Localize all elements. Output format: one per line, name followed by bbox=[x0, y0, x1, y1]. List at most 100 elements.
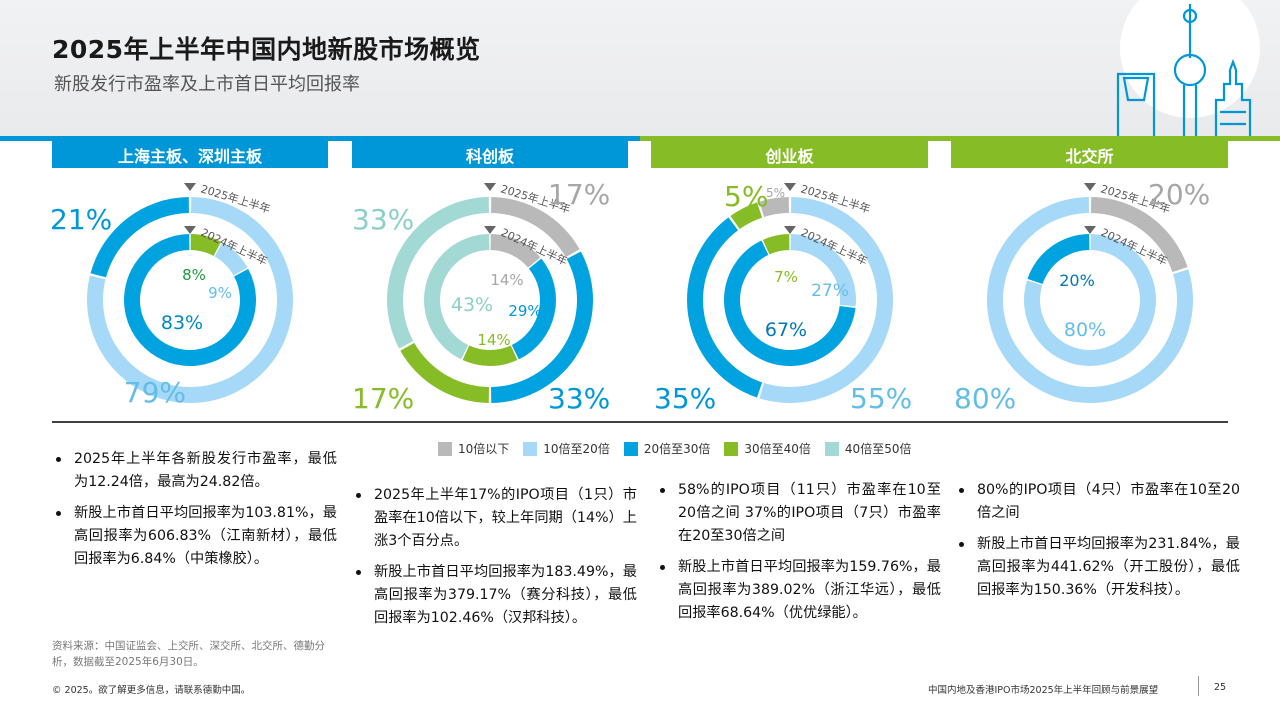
chart-baseline bbox=[52, 421, 1228, 423]
notes-bse: 80%的IPO项目（4只）市盈率在10至20倍之间 新股上市首日平均回报率为23… bbox=[955, 479, 1240, 610]
inner-ring-segment bbox=[762, 234, 790, 255]
outer-ring-segment bbox=[90, 197, 189, 278]
legend-item: 10倍以下 bbox=[438, 440, 509, 457]
tab-chinext: 创业板 bbox=[651, 141, 928, 168]
legend-item: 30倍至40倍 bbox=[724, 440, 811, 457]
section-line-green bbox=[640, 136, 1280, 141]
inner-ring-segment bbox=[490, 234, 541, 268]
outer-ring-segment bbox=[491, 251, 593, 403]
legend-item: 40倍至50倍 bbox=[824, 440, 912, 457]
page-subtitle: 新股发行市盈率及上市首日平均回报率 bbox=[54, 74, 360, 95]
note-item: 新股上市首日平均回报率为103.81%，最高回报率为606.83%（江南新材），… bbox=[56, 502, 337, 571]
notes-chinext: 58%的IPO项目（11只）市盈率在10至20倍之间 37%的IPO项目（7只）… bbox=[656, 479, 941, 633]
outer-data-label: 17% bbox=[352, 382, 414, 415]
outer-ring-segment bbox=[1091, 197, 1188, 273]
outer-data-label: 79% bbox=[124, 376, 186, 409]
tab-label: 科创板 bbox=[465, 146, 514, 166]
legend-swatch bbox=[623, 441, 638, 456]
note-item: 新股上市首日平均回报率为159.76%，最高回报率为389.02%（浙江华远），… bbox=[660, 556, 941, 625]
page-number: 25 bbox=[1214, 682, 1227, 693]
inner-data-label: 27% bbox=[811, 281, 849, 301]
outer-data-label: 55% bbox=[850, 382, 912, 415]
outer-ring-segment bbox=[400, 342, 489, 403]
outer-data-label: 17% bbox=[548, 178, 610, 211]
city-skyline-icon bbox=[1116, 0, 1260, 136]
note-item: 2025年上半年17%的IPO项目（1只）市盈率在10倍以下，较上年同期（14%… bbox=[356, 484, 637, 553]
section-line-blue bbox=[0, 136, 640, 141]
marker-triangle-icon bbox=[184, 183, 196, 191]
header-background bbox=[0, 0, 1280, 136]
note-item: 新股上市首日平均回报率为183.49%，最高回报率为379.17%（赛分科技），… bbox=[356, 561, 637, 630]
tab-star-market: 科创板 bbox=[352, 141, 628, 168]
inner-data-label: 8% bbox=[182, 266, 206, 284]
marker-triangle-icon bbox=[784, 226, 796, 234]
inner-ring-segment bbox=[790, 234, 856, 307]
chart-legend: 10倍以下 10倍至20倍 20倍至30倍 30倍至40倍 40倍至50倍 bbox=[438, 440, 911, 457]
legend-label: 10倍以下 bbox=[458, 442, 510, 456]
outer-data-label: 33% bbox=[352, 203, 414, 236]
outer-ring-segment bbox=[759, 197, 789, 217]
page-title: 2025年上半年中国内地新股市场概览 bbox=[52, 35, 481, 64]
inner-data-label: 83% bbox=[161, 312, 203, 334]
legend-swatch bbox=[824, 441, 839, 456]
outer-ring-segment bbox=[730, 202, 763, 230]
legend-swatch bbox=[724, 441, 739, 456]
footer-copyright: © 2025。欲了解更多信息，请联系德勤中国。 bbox=[52, 685, 251, 696]
legend-item: 20倍至30倍 bbox=[623, 440, 711, 457]
inner-data-label: 14% bbox=[477, 331, 510, 349]
legend-swatch bbox=[438, 441, 452, 456]
inner-data-label: 20% bbox=[1059, 271, 1095, 290]
inner-ring-segment bbox=[462, 345, 518, 366]
inner-ring-segment bbox=[511, 258, 556, 360]
marker-triangle-icon bbox=[1084, 226, 1096, 234]
marker-triangle-icon bbox=[484, 183, 496, 191]
outer-data-label: 33% bbox=[548, 382, 610, 415]
marker-triangle-icon bbox=[484, 226, 496, 234]
legend-label: 30倍至40倍 bbox=[744, 442, 811, 456]
legend-item: 10倍至20倍 bbox=[523, 440, 610, 457]
legend-label: 20倍至30倍 bbox=[643, 442, 711, 456]
inner-data-label: 9% bbox=[208, 284, 232, 302]
inner-data-label: 67% bbox=[765, 319, 807, 341]
outer-ring-segment bbox=[387, 197, 489, 349]
inner-ring-segment bbox=[214, 242, 248, 276]
inner-ring-segment bbox=[1027, 234, 1090, 284]
inner-data-label: 14% bbox=[490, 271, 523, 289]
marker-triangle-icon bbox=[1084, 183, 1096, 191]
marker-triangle-icon bbox=[184, 226, 196, 234]
tab-label: 创业板 bbox=[765, 146, 814, 166]
outer-data-label: 20% bbox=[1148, 178, 1210, 211]
inner-ring-segment bbox=[190, 234, 222, 256]
inner-data-label: 29% bbox=[508, 302, 541, 320]
tab-label: 上海主板、深圳主板 bbox=[117, 146, 262, 166]
outer-ring-segment bbox=[491, 197, 580, 258]
outer-data-label: 80% bbox=[954, 382, 1016, 415]
note-item: 新股上市首日平均回报率为231.84%，最高回报率为441.62%（开工股份），… bbox=[959, 533, 1240, 602]
tab-label: 北交所 bbox=[1065, 146, 1114, 166]
notes-star-market: 2025年上半年17%的IPO项目（1只）市盈率在10倍以下，较上年同期（14%… bbox=[352, 484, 637, 638]
outer-data-label: 5% bbox=[724, 180, 768, 213]
inner-data-label: 80% bbox=[1064, 319, 1106, 341]
note-item: 58%的IPO项目（11只）市盈率在10至20倍之间 37%的IPO项目（7只）… bbox=[660, 479, 941, 548]
outer-ring-segment bbox=[687, 217, 763, 398]
inner-data-label: 43% bbox=[451, 294, 493, 316]
legend-label: 40倍至50倍 bbox=[844, 442, 912, 456]
note-item: 80%的IPO项目（4只）市盈率在10至20倍之间 bbox=[959, 479, 1240, 525]
notes-main-board: 2025年上半年各新股发行市盈率，最低为12.24倍，最高为24.82倍。 新股… bbox=[52, 448, 337, 579]
legend-swatch bbox=[523, 441, 538, 456]
tab-main-board: 上海主板、深圳主板 bbox=[52, 141, 328, 168]
outer-data-label: 5% bbox=[766, 186, 785, 200]
source-note: 资料来源：中国证监会、上交所、深交所、北交所、德勤分析，数据截至2025年6月3… bbox=[52, 640, 325, 668]
marker-triangle-icon bbox=[784, 183, 796, 191]
footer-report-title: 中国内地及香港IPO市场2025年上半年回顾与前景展望 bbox=[928, 685, 1159, 696]
tab-bse: 北交所 bbox=[951, 141, 1228, 168]
note-item: 2025年上半年各新股发行市盈率，最低为12.24倍，最高为24.82倍。 bbox=[56, 448, 337, 494]
outer-data-label: 35% bbox=[654, 382, 716, 415]
inner-ring-segment bbox=[424, 234, 490, 360]
legend-label: 10倍至20倍 bbox=[543, 442, 610, 456]
footer-divider bbox=[1198, 676, 1199, 696]
